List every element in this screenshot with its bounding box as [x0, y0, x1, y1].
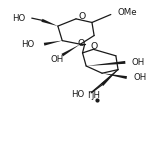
Text: O: O [78, 39, 85, 48]
Polygon shape [44, 41, 62, 46]
Text: HO: HO [12, 14, 25, 23]
Text: OH: OH [133, 73, 147, 82]
Text: OH: OH [50, 55, 64, 64]
Text: HO: HO [71, 90, 85, 99]
Polygon shape [101, 70, 118, 86]
Polygon shape [102, 73, 127, 79]
Text: O: O [79, 12, 86, 21]
Text: OH: OH [132, 58, 145, 67]
Text: ŊH: ŊH [88, 91, 101, 100]
Polygon shape [86, 61, 125, 66]
Text: OMe: OMe [117, 8, 137, 17]
Text: O: O [90, 42, 98, 51]
Polygon shape [61, 44, 80, 56]
Polygon shape [41, 19, 58, 26]
Text: HO: HO [21, 40, 35, 49]
